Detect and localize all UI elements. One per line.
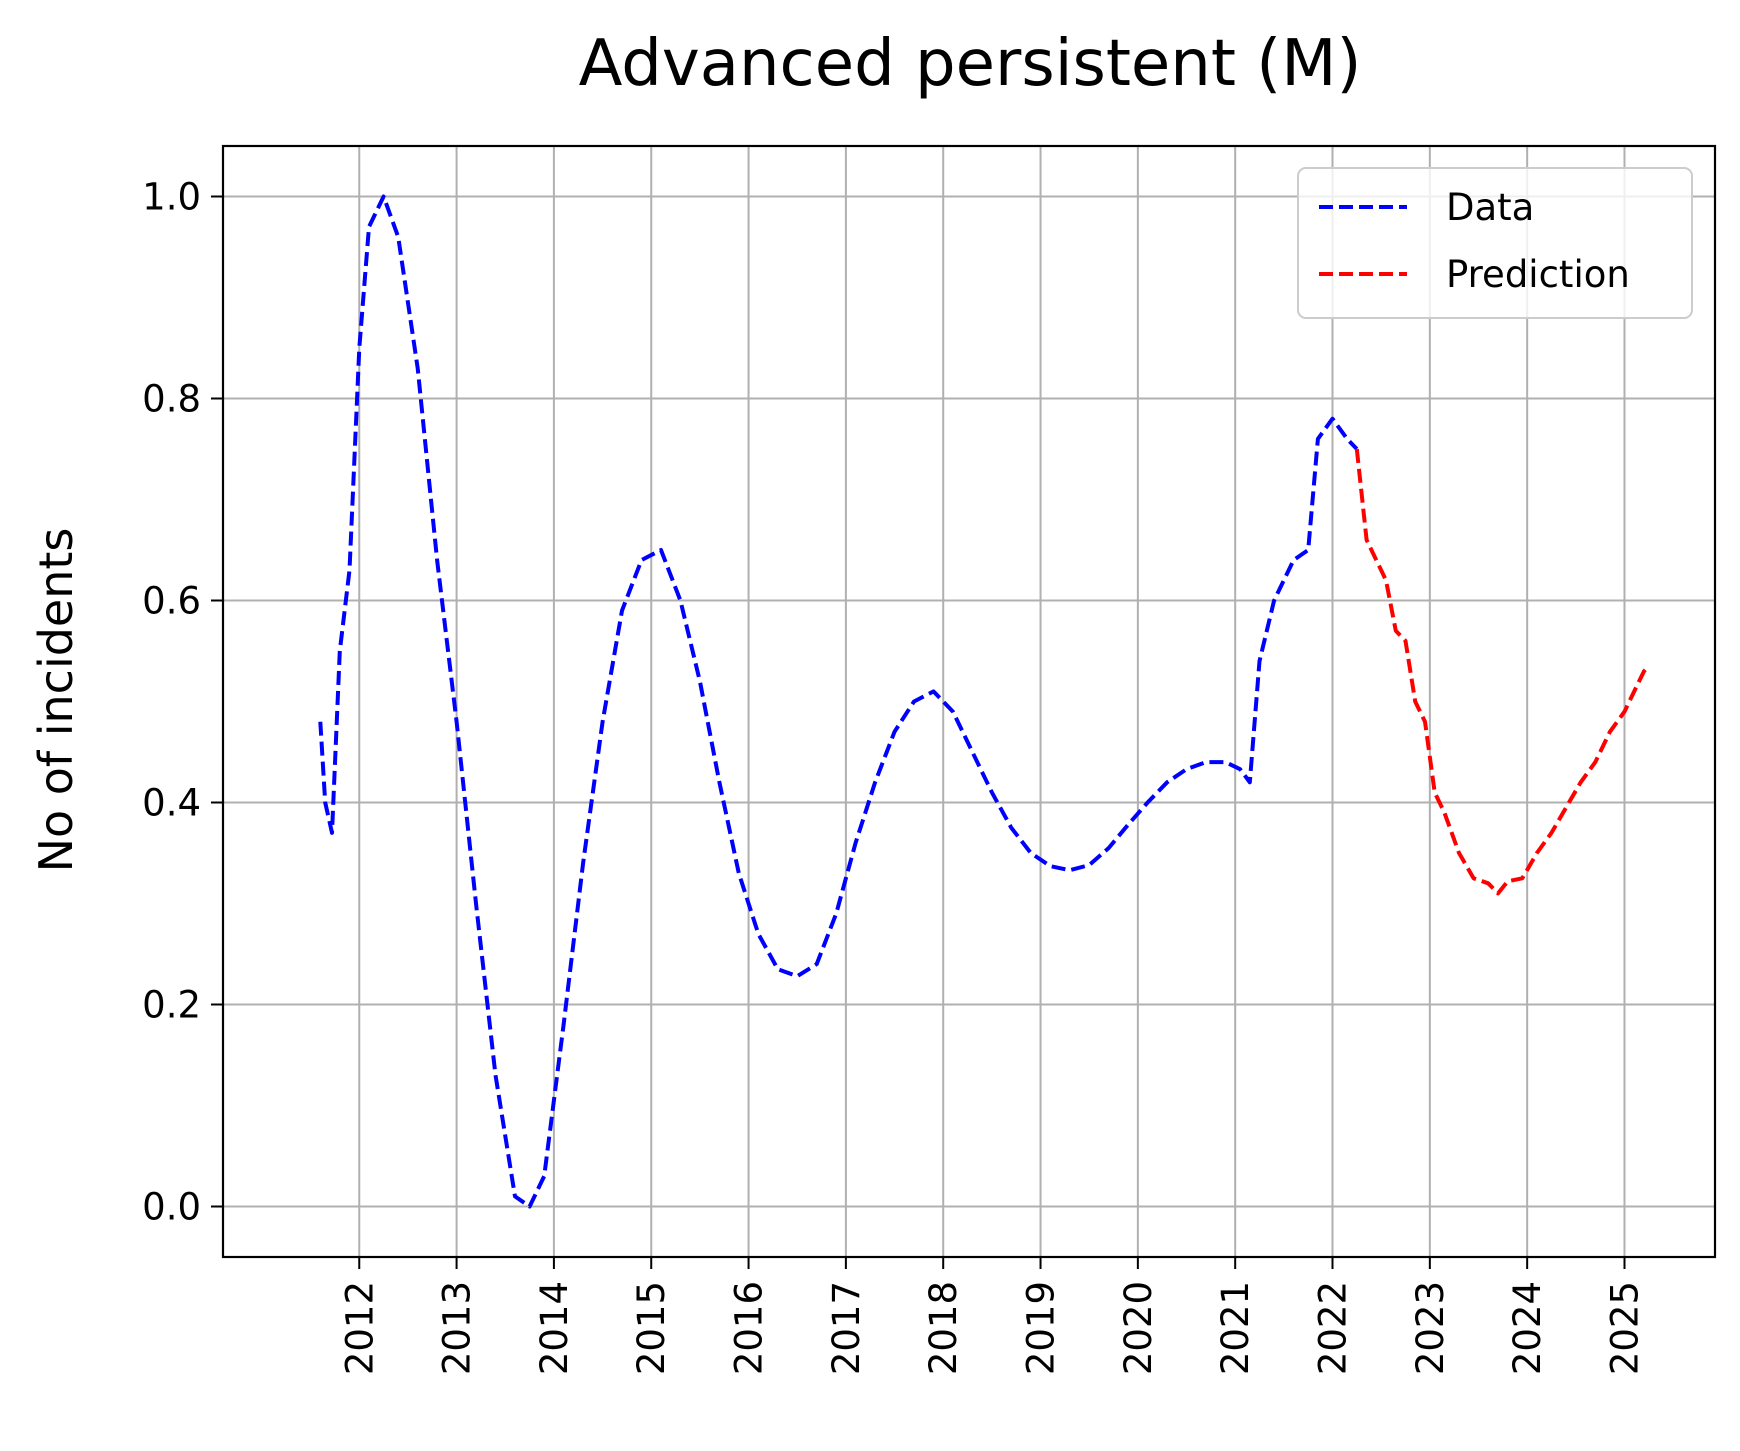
y-tick-label: 1.0 [142,176,201,219]
x-tick-label: 2013 [436,1281,479,1375]
y-axis-label: No of incidents [29,528,83,873]
y-tick-label: 0.0 [142,1186,201,1229]
plot-frame [221,144,1717,1259]
x-tick-label: 2025 [1603,1281,1646,1375]
x-tick-label: 2021 [1214,1281,1257,1375]
legend: Data Prediction [1297,167,1693,319]
x-tick-label: 2015 [630,1281,673,1375]
x-tick-label: 2018 [922,1281,965,1375]
y-tick-label: 0.2 [142,984,201,1027]
axis-ticks: 2012 2013 2014 2015 2016 2017 2018 2019 2020 2021… [142,176,1646,1376]
grid [223,146,1715,1257]
x-tick-label: 2022 [1312,1281,1355,1375]
x-tick-label: 2017 [825,1281,868,1375]
x-tick-label: 2014 [533,1281,576,1375]
x-tick-label: 2024 [1506,1281,1549,1375]
x-tick-label: 2020 [1117,1281,1160,1375]
series-lines [318,194,1651,1209]
y-tick-label: 0.8 [142,378,201,421]
chart-title: Advanced persistent (M) [579,27,1362,101]
series-line-prediction [1354,448,1651,896]
legend-label-prediction: Prediction [1446,253,1630,296]
y-tick-label: 0.4 [142,782,201,825]
series-line-data [318,194,1359,1209]
legend-box [1297,167,1693,319]
y-tick-label: 0.6 [142,580,201,623]
x-tick-label: 2012 [338,1281,381,1375]
x-tick-label: 2016 [728,1281,771,1375]
x-tick-label: 2019 [1020,1281,1063,1375]
x-tick-label: 2023 [1409,1281,1452,1375]
legend-label-data: Data [1446,186,1534,229]
